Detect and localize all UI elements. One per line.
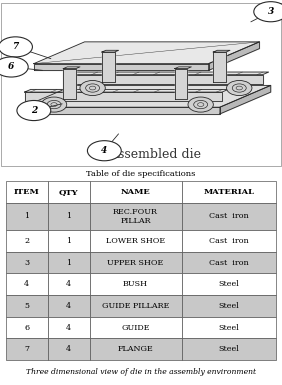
Bar	[6, 181, 48, 203]
Polygon shape	[65, 75, 263, 84]
Text: Steel: Steel	[219, 280, 239, 288]
Bar	[182, 252, 276, 273]
Text: 1: 1	[66, 237, 71, 245]
Text: LOWER SHOE: LOWER SHOE	[106, 237, 165, 245]
Circle shape	[41, 97, 67, 112]
Text: FLANGE: FLANGE	[118, 345, 153, 353]
Polygon shape	[23, 85, 271, 107]
Text: 4: 4	[66, 302, 71, 310]
Text: 2: 2	[31, 106, 37, 115]
Bar	[182, 317, 276, 338]
Text: 7: 7	[12, 42, 19, 51]
Bar	[182, 203, 276, 230]
Text: Three dimensional view of die in the assembly environment: Three dimensional view of die in the ass…	[26, 368, 256, 377]
Text: MATERIAL: MATERIAL	[204, 188, 254, 196]
Circle shape	[80, 80, 105, 95]
Text: UPPER SHOE: UPPER SHOE	[107, 259, 164, 267]
Bar	[90, 203, 182, 230]
Text: Cast  iron: Cast iron	[209, 259, 249, 267]
Circle shape	[0, 37, 32, 57]
Text: GUIDE PILLARE: GUIDE PILLARE	[102, 302, 169, 310]
Bar	[48, 273, 90, 295]
Text: Steel: Steel	[219, 323, 239, 331]
Text: Steel: Steel	[219, 345, 239, 353]
Polygon shape	[102, 52, 114, 82]
Bar	[48, 203, 90, 230]
Bar	[6, 338, 48, 360]
Text: NAME: NAME	[121, 188, 151, 196]
Bar	[6, 203, 48, 230]
Text: 1: 1	[24, 213, 29, 220]
Bar	[182, 273, 276, 295]
Polygon shape	[63, 69, 76, 99]
Text: QTY: QTY	[59, 188, 78, 196]
Text: REC.FOUR
PILLAR: REC.FOUR PILLAR	[113, 208, 158, 225]
Text: GUIDE: GUIDE	[121, 323, 150, 331]
Text: 3: 3	[268, 7, 274, 16]
Bar	[6, 252, 48, 273]
Text: 5: 5	[24, 302, 29, 310]
Polygon shape	[25, 92, 222, 101]
Text: 2: 2	[24, 237, 29, 245]
Polygon shape	[213, 50, 230, 52]
Polygon shape	[209, 42, 259, 70]
Text: 6: 6	[8, 62, 14, 72]
Bar	[90, 252, 182, 273]
Circle shape	[188, 97, 213, 112]
Polygon shape	[34, 42, 259, 64]
Circle shape	[0, 57, 28, 77]
Text: ITEM: ITEM	[14, 188, 39, 196]
Circle shape	[17, 100, 51, 121]
Polygon shape	[65, 72, 269, 75]
Bar	[6, 230, 48, 252]
Polygon shape	[220, 85, 271, 114]
Bar	[90, 181, 182, 203]
Bar	[90, 273, 182, 295]
Text: 1: 1	[66, 213, 71, 220]
Text: 7: 7	[24, 345, 29, 353]
Bar	[90, 230, 182, 252]
Text: 6: 6	[24, 323, 29, 331]
Polygon shape	[34, 64, 209, 70]
Text: 4: 4	[24, 280, 29, 288]
Bar	[48, 252, 90, 273]
Text: 4: 4	[101, 146, 107, 155]
Polygon shape	[63, 67, 80, 69]
Text: Cast  iron: Cast iron	[209, 237, 249, 245]
Polygon shape	[23, 107, 220, 114]
Text: 4: 4	[66, 323, 71, 331]
Circle shape	[87, 141, 121, 161]
Text: Steel: Steel	[219, 302, 239, 310]
Bar	[182, 295, 276, 317]
Text: 4: 4	[66, 280, 71, 288]
Polygon shape	[102, 50, 119, 52]
Bar	[48, 230, 90, 252]
Circle shape	[254, 2, 282, 22]
Text: 4: 4	[66, 345, 71, 353]
Bar	[182, 230, 276, 252]
Polygon shape	[213, 52, 226, 82]
Polygon shape	[175, 67, 191, 69]
Bar	[48, 295, 90, 317]
Bar	[6, 295, 48, 317]
Polygon shape	[25, 89, 228, 92]
Text: Table of die specifications: Table of die specifications	[86, 170, 196, 178]
Bar	[6, 273, 48, 295]
Bar	[90, 338, 182, 360]
Text: 3: 3	[24, 259, 29, 267]
Text: 1: 1	[66, 259, 71, 267]
Bar	[48, 181, 90, 203]
Bar	[182, 338, 276, 360]
Bar	[182, 181, 276, 203]
Text: Cast  iron: Cast iron	[209, 213, 249, 220]
Bar	[48, 338, 90, 360]
Polygon shape	[175, 69, 187, 99]
Bar	[90, 317, 182, 338]
Circle shape	[226, 80, 252, 95]
Text: Assembled die: Assembled die	[109, 148, 201, 161]
Bar	[90, 295, 182, 317]
Text: BUSH: BUSH	[123, 280, 148, 288]
Bar	[6, 317, 48, 338]
Bar	[48, 317, 90, 338]
